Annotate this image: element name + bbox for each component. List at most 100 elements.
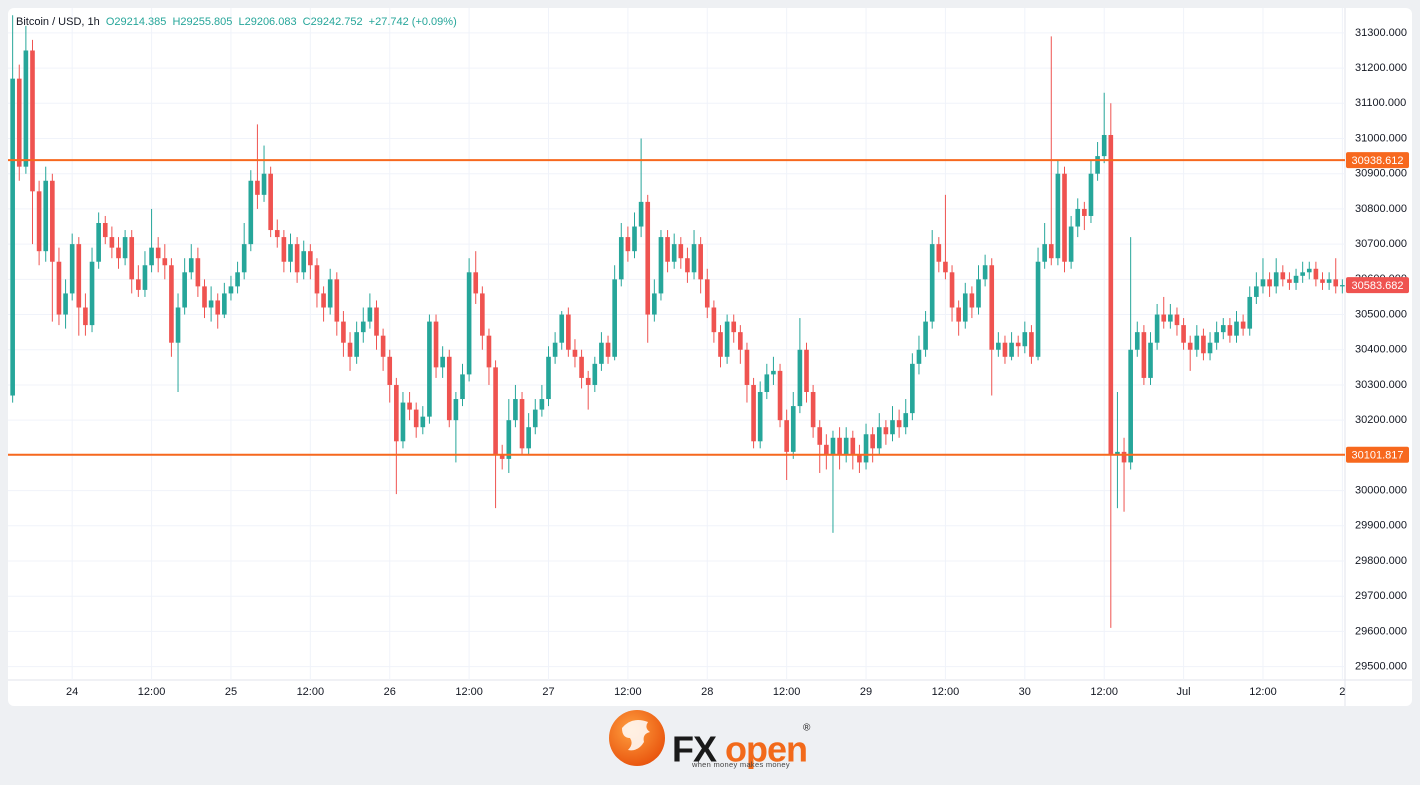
candle-body <box>764 374 770 393</box>
candle-body <box>850 437 856 456</box>
candle-body <box>294 244 300 273</box>
candles <box>10 15 1345 628</box>
x-tick-label: 26 <box>384 686 396 698</box>
candle-body <box>493 367 498 456</box>
candle-body <box>327 279 333 308</box>
candle-body <box>618 237 624 280</box>
candle-body <box>943 261 948 273</box>
y-tick-label: 30300.000 <box>1355 379 1407 391</box>
candle-body <box>281 237 287 262</box>
candle-body <box>969 293 975 308</box>
candle-body <box>1187 342 1193 350</box>
candle-body <box>30 50 35 192</box>
candle-body <box>638 201 644 227</box>
candle-body <box>506 420 512 459</box>
y-tick-label: 30900.000 <box>1355 168 1407 180</box>
candle-body <box>777 370 783 421</box>
candle-body <box>625 237 631 252</box>
candle-body <box>1260 279 1266 287</box>
x-tick-label: 12:00 <box>1090 686 1118 698</box>
candle-body <box>738 332 743 350</box>
brand-fx: FX <box>672 729 717 770</box>
candle-body <box>1326 279 1332 283</box>
candle-body <box>23 50 29 167</box>
candle-body <box>691 244 697 273</box>
candle-body <box>228 286 234 294</box>
candle-body <box>1227 325 1233 336</box>
candle-body <box>182 272 187 308</box>
y-tick-label: 30800.000 <box>1355 203 1407 215</box>
candle-body <box>751 384 756 442</box>
x-tick-label: 12:00 <box>297 686 325 698</box>
candle-body <box>486 335 492 368</box>
candle-body <box>215 300 221 315</box>
logo: FX open ® when money makes money <box>609 710 811 770</box>
candle-body <box>268 173 273 231</box>
candle-body <box>169 265 174 343</box>
candle-body <box>274 230 280 238</box>
candle-body <box>790 406 796 452</box>
candle-body <box>453 399 459 421</box>
candle-body <box>1048 244 1054 259</box>
candle-body <box>532 409 538 428</box>
candle-body <box>1101 134 1107 157</box>
candle-body <box>612 279 617 357</box>
candle-body <box>817 427 823 445</box>
candle-body <box>982 265 988 280</box>
candle-body <box>830 437 836 456</box>
x-tick-label: Jul <box>1177 686 1191 698</box>
legend-change: +27.742 (+0.09%) <box>369 16 457 28</box>
candle-body <box>797 349 803 407</box>
candle-body <box>552 342 558 357</box>
candle-body <box>645 201 651 315</box>
chart: 29500.000 29600.000 29700.000 29800.000 2990… <box>8 8 1412 706</box>
candle-body <box>420 416 426 428</box>
candle-body <box>50 180 55 262</box>
x-tick-label: 24 <box>66 686 78 698</box>
candle-body <box>1095 156 1100 174</box>
candle-body <box>837 437 842 456</box>
candle-body <box>1306 268 1312 273</box>
candle-body <box>956 307 961 322</box>
candle-body <box>433 321 439 368</box>
candle-body <box>1161 314 1167 322</box>
legend-open: O29214.385 <box>106 16 167 28</box>
candle-body <box>222 293 227 315</box>
candle-body <box>1148 342 1153 378</box>
candle-body <box>96 223 101 262</box>
candle-body <box>1088 173 1094 216</box>
candle-body <box>936 244 942 262</box>
y-tick-label: 30500.000 <box>1355 308 1407 320</box>
candle-body <box>248 180 254 245</box>
x-tick-label: 12:00 <box>138 686 166 698</box>
candle-body <box>16 78 22 167</box>
candle-body <box>63 293 68 315</box>
candle-body <box>744 349 750 385</box>
candle-body <box>929 244 935 322</box>
candle-body <box>413 409 419 428</box>
candle-body <box>1022 332 1028 347</box>
candle-body <box>711 307 717 333</box>
y-tick-label: 31200.000 <box>1355 62 1407 74</box>
candle-body <box>996 342 1001 350</box>
candle-body <box>1220 325 1226 333</box>
candle-body <box>678 244 684 259</box>
candle-body <box>367 307 373 322</box>
y-tick-label: 29600.000 <box>1355 625 1407 637</box>
candle-body <box>374 307 379 336</box>
candle-body <box>546 356 551 400</box>
candle-body <box>810 392 816 428</box>
candle-body <box>903 413 909 428</box>
candle-body <box>1320 279 1325 283</box>
x-tick-label: 12:00 <box>1249 686 1277 698</box>
candle-body <box>658 237 664 294</box>
candle-body <box>718 332 723 357</box>
candle-body <box>1128 349 1133 463</box>
candle-body <box>56 261 62 315</box>
y-tick-label: 29500.000 <box>1355 661 1407 673</box>
candle-body <box>1340 285 1345 287</box>
brand-registered: ® <box>803 723 811 734</box>
candle-body <box>208 300 214 308</box>
candle-body <box>1055 173 1061 259</box>
